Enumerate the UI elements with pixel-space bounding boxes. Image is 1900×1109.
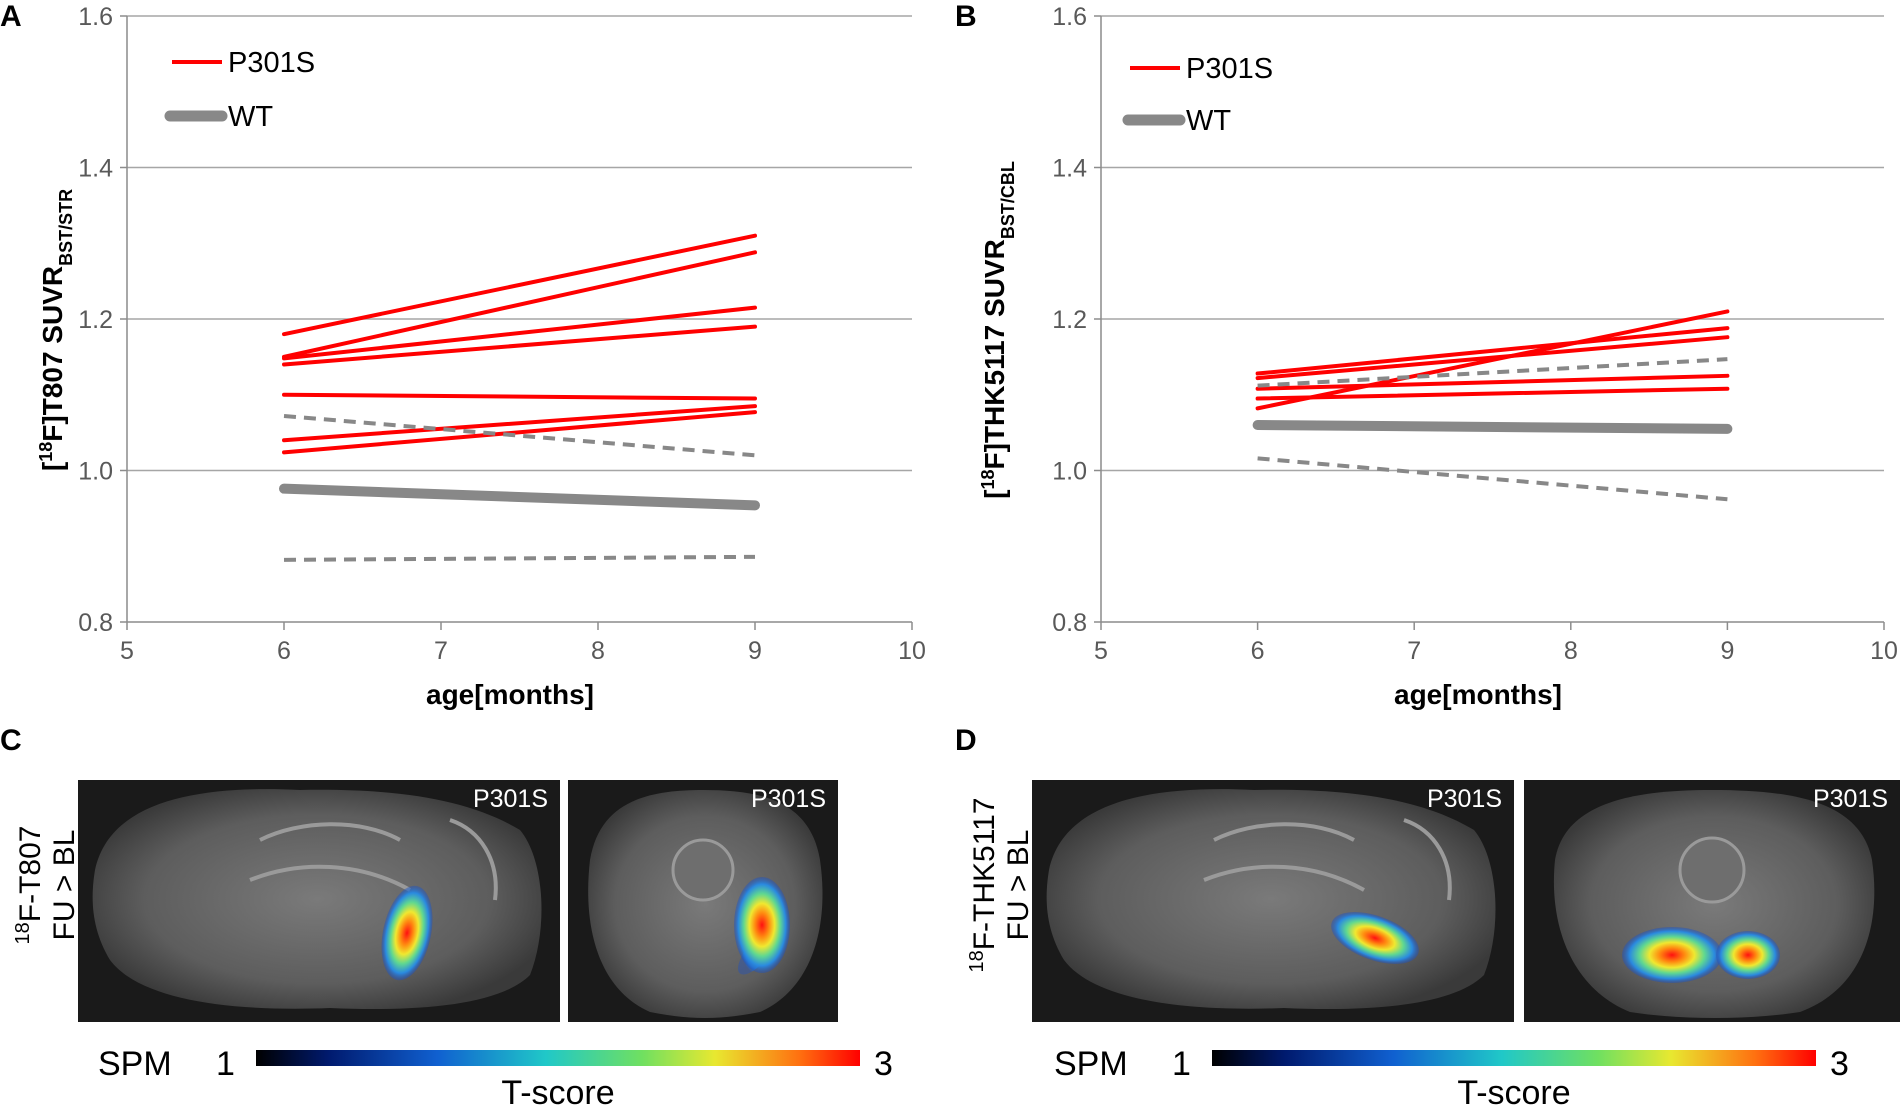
panel-letter-b: B bbox=[955, 0, 977, 33]
x-tick-label: 6 bbox=[1251, 637, 1265, 665]
series-line-p301s bbox=[1255, 326, 1730, 376]
x-tick-label: 5 bbox=[1094, 637, 1108, 665]
panel-b-x-axis-title: age[months] bbox=[1394, 679, 1562, 710]
panel-letter-c: C bbox=[0, 724, 22, 757]
y-tick-label: 1.4 bbox=[78, 155, 113, 183]
panel-c-images: C 18F-T807 FU > BL P301S P301S SPM 1 3 T… bbox=[0, 724, 893, 1109]
y-tick-label: 1.6 bbox=[1052, 3, 1087, 31]
colorbar-title: T-score bbox=[501, 1074, 614, 1109]
x-tick-label: 9 bbox=[1720, 637, 1734, 665]
legend-label-wt: WT bbox=[228, 101, 273, 133]
image-label-p301s: P301S bbox=[473, 785, 548, 813]
panel-b-chart: B 0.8 1.0 1.2 1.4 1.6 5 6 7 8 9 10 age[months] [1… bbox=[955, 0, 1898, 710]
x-tick-label: 7 bbox=[434, 637, 448, 665]
x-tick-label: 10 bbox=[898, 637, 926, 665]
panel-a-legend: P301S WT bbox=[164, 47, 315, 133]
panel-d-coronal-image: P301S bbox=[1524, 780, 1900, 1022]
series-line-p301s bbox=[282, 233, 757, 337]
panel-b-y-axis-title: [18F]THK5117 SUVRBST/CBL bbox=[978, 161, 1018, 499]
colorbar-min-label: 1 bbox=[216, 1045, 235, 1083]
x-tick-label: 5 bbox=[120, 637, 134, 665]
panel-a-y-axis-title: [18F]T807 SUVRBST/STR bbox=[36, 189, 76, 471]
panel-c-sagittal-image: P301S bbox=[78, 780, 560, 1022]
tscore-hotspot-blob bbox=[1622, 927, 1722, 983]
series-line-p301s bbox=[282, 250, 757, 359]
y-tick-label: 1.0 bbox=[78, 458, 113, 486]
x-tick-label: 8 bbox=[591, 637, 605, 665]
series-line-p301s bbox=[1255, 335, 1730, 381]
colorbar-spm-label: SPM bbox=[98, 1045, 172, 1083]
panel-d-images: D 18F-THK5117 FU > BL P301S P301S SPM 1 … bbox=[955, 724, 1900, 1109]
series-line-p301s bbox=[1255, 373, 1730, 391]
colorbar-spm-label: SPM bbox=[1054, 1045, 1128, 1083]
series-line-wt-range bbox=[1257, 456, 1728, 502]
panel-a-series bbox=[279, 233, 760, 562]
brain-sagittal-shape bbox=[92, 789, 542, 1010]
y-tick-label: 1.2 bbox=[1052, 306, 1087, 334]
series-line-p301s bbox=[1255, 386, 1730, 401]
colorbar-title: T-score bbox=[1457, 1074, 1570, 1109]
panel-d-sagittal-image: P301S bbox=[1032, 780, 1514, 1022]
panel-c-colorbar: SPM 1 3 T-score bbox=[98, 1045, 893, 1109]
x-tick-label: 7 bbox=[1407, 637, 1421, 665]
panel-a-x-ticks: 5 6 7 8 9 10 bbox=[120, 622, 926, 665]
panel-d-side-label-tracer: 18F-THK5117 bbox=[966, 797, 1001, 972]
image-label-p301s: P301S bbox=[1427, 785, 1502, 813]
panel-d-colorbar: SPM 1 3 T-score bbox=[1054, 1045, 1849, 1109]
tscore-hotspot-blob bbox=[1331, 912, 1419, 964]
panel-a-chart: A 0.8 1.0 1.2 1.4 1.6 5 6 7 8 9 10 age[months] [1… bbox=[0, 0, 926, 710]
panel-b-x-ticks: 5 6 7 8 9 10 bbox=[1094, 622, 1898, 665]
image-label-p301s: P301S bbox=[1813, 785, 1888, 813]
panel-c-coronal-image: P301S bbox=[568, 780, 838, 1022]
series-line-wt-range bbox=[283, 554, 756, 562]
series-line-p301s bbox=[282, 324, 757, 367]
image-label-p301s: P301S bbox=[751, 785, 826, 813]
series-line-wt-mean bbox=[1252, 420, 1733, 434]
y-tick-label: 1.0 bbox=[1052, 458, 1087, 486]
legend-label-wt: WT bbox=[1186, 105, 1231, 137]
colorbar-min-label: 1 bbox=[1172, 1045, 1191, 1083]
panel-a-x-axis-title: age[months] bbox=[426, 679, 594, 710]
brain-sagittal-shape bbox=[1046, 789, 1496, 1010]
y-tick-label: 0.8 bbox=[1052, 609, 1087, 637]
series-line-wt-mean bbox=[279, 483, 760, 511]
y-tick-label: 0.8 bbox=[78, 609, 113, 637]
series-line-p301s bbox=[1255, 309, 1730, 411]
panel-b-legend: P301S WT bbox=[1122, 53, 1273, 137]
panel-letter-d: D bbox=[955, 724, 977, 757]
x-tick-label: 10 bbox=[1870, 637, 1898, 665]
panel-c-side-label-contrast: FU > BL bbox=[48, 830, 81, 941]
x-tick-label: 8 bbox=[1564, 637, 1578, 665]
tscore-hotspot-blob bbox=[734, 877, 790, 973]
series-line-p301s bbox=[282, 305, 757, 361]
series-line-p301s bbox=[282, 410, 757, 455]
colorbar-max-label: 3 bbox=[1830, 1045, 1849, 1083]
legend-label-p301s: P301S bbox=[228, 47, 315, 79]
tscore-hotspot-blob bbox=[1716, 931, 1780, 979]
y-tick-label: 1.6 bbox=[78, 3, 113, 31]
x-tick-label: 9 bbox=[748, 637, 762, 665]
series-line-p301s bbox=[282, 404, 757, 443]
panel-d-side-label-contrast: FU > BL bbox=[1002, 830, 1035, 941]
panel-a-y-ticks: 0.8 1.0 1.2 1.4 1.6 bbox=[78, 3, 127, 637]
brain-coronal-shape bbox=[588, 790, 823, 1018]
brain-coronal-shape bbox=[1553, 790, 1875, 1018]
legend-label-p301s: P301S bbox=[1186, 53, 1273, 85]
series-line-p301s bbox=[282, 392, 757, 401]
colorbar-gradient bbox=[256, 1050, 860, 1066]
panel-letter-a: A bbox=[0, 0, 22, 33]
panel-b-y-ticks: 0.8 1.0 1.2 1.4 1.6 bbox=[1052, 3, 1101, 637]
colorbar-max-label: 3 bbox=[874, 1045, 893, 1083]
panel-c-side-label-tracer: 18F-T807 bbox=[12, 826, 47, 945]
panel-b-series bbox=[1252, 309, 1733, 502]
panel-b-gridlines bbox=[1101, 15, 1884, 472]
colorbar-gradient bbox=[1212, 1050, 1816, 1066]
x-tick-label: 6 bbox=[277, 637, 291, 665]
y-tick-label: 1.4 bbox=[1052, 155, 1087, 183]
tscore-hotspot-blob bbox=[381, 885, 433, 981]
y-tick-label: 1.2 bbox=[78, 306, 113, 334]
panel-a-gridlines bbox=[127, 15, 912, 472]
